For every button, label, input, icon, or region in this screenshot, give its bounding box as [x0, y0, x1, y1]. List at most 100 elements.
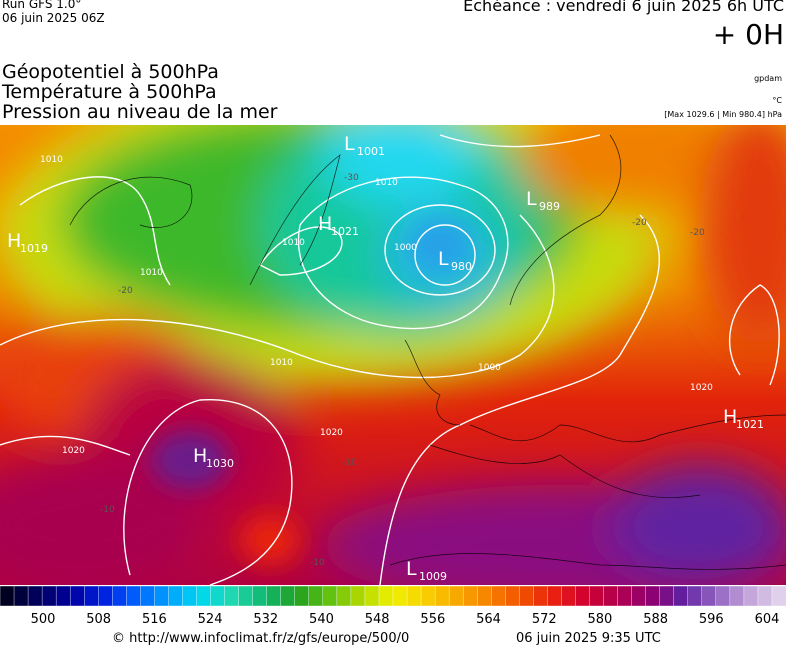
color-swatch: [406, 586, 422, 607]
color-swatch: [364, 586, 380, 607]
color-swatch: [420, 586, 436, 607]
color-swatch: [126, 586, 142, 607]
colorbar-tick-label: 572: [532, 612, 557, 627]
color-swatch: [280, 586, 296, 607]
color-swatch: [168, 586, 184, 607]
color-swatch: [631, 586, 647, 607]
color-swatch: [27, 586, 43, 607]
center-value: 1019: [20, 242, 48, 255]
color-swatch: [84, 586, 99, 607]
unit: °C: [772, 96, 782, 105]
center-value: 980: [451, 260, 472, 273]
color-swatch: [210, 586, 226, 607]
color-swatch: [55, 586, 71, 607]
color-swatch: [308, 586, 324, 607]
colorbar-tick-label: 524: [198, 612, 223, 627]
center-kind: H: [193, 445, 207, 467]
color-swatch: [0, 586, 15, 607]
color-swatch: [547, 586, 563, 607]
colorbar-tick-label: 580: [588, 612, 613, 627]
color-swatch: [673, 586, 689, 607]
color-swatch: [140, 586, 156, 607]
color-swatch: [659, 586, 675, 607]
temperature-label: -20: [118, 286, 133, 296]
color-swatch: [336, 586, 352, 607]
color-swatch: [13, 586, 29, 607]
color-swatch: [41, 586, 57, 607]
isobar-label: 1020: [690, 383, 713, 393]
isobar-label: 1010: [140, 268, 163, 278]
isobar-label: 1000: [394, 243, 417, 253]
color-swatch: [224, 586, 240, 607]
temperature-label: -10: [310, 558, 325, 568]
center-value: 1009: [419, 570, 447, 583]
color-swatch: [589, 586, 605, 607]
colorbar-tick-label: 516: [142, 612, 167, 627]
colorbar-tick-label: 588: [643, 612, 668, 627]
unit: [Max 1029.6 | Min 980.4] hPa: [664, 110, 782, 119]
color-swatch: [701, 586, 717, 607]
color-swatch: [378, 586, 394, 607]
center-kind: H: [7, 230, 21, 252]
center-kind: L: [406, 558, 417, 580]
isobar-label: 1010: [282, 238, 305, 248]
footer-time: 06 juin 2025 9:35 UTC: [516, 631, 661, 646]
color-swatch: [448, 586, 464, 607]
isobar-label: 1010: [40, 155, 63, 165]
color-swatch: [561, 586, 577, 607]
color-swatch: [729, 586, 745, 607]
center-value: 989: [539, 200, 560, 213]
temperature-label: -10: [342, 458, 357, 468]
title: Géopotentiel à 500hPa: [2, 61, 219, 83]
colorbar-tick-label: 596: [699, 612, 724, 627]
color-swatch: [743, 586, 759, 607]
color-swatch: [715, 586, 731, 607]
title: Pression au niveau de la mer: [2, 101, 278, 123]
color-swatch: [603, 586, 619, 607]
colorbar-tick-label: 532: [253, 612, 278, 627]
color-swatch: [575, 586, 591, 607]
echeance: Echéance : vendredi 6 juin 2025 6h UTC: [463, 0, 784, 15]
color-swatch: [477, 586, 492, 607]
temperature-label: -30: [344, 173, 359, 183]
isobar-label: 1010: [375, 178, 398, 188]
color-swatch: [392, 586, 408, 607]
center-kind: H: [318, 213, 332, 235]
colorbar-tick-label: 604: [755, 612, 780, 627]
isobar-label: 1010: [270, 358, 293, 368]
temperature-label: -20: [690, 228, 705, 238]
run: Run GFS 1.0°: [2, 0, 82, 11]
footer-url: © http://www.infoclimat.fr/z/gfs/europe/…: [112, 631, 410, 646]
color-swatch: [617, 586, 633, 607]
color-swatch: [491, 586, 506, 607]
color-swatch: [505, 586, 521, 607]
colorbar-tick-label: 500: [31, 612, 56, 627]
center-value: 1001: [357, 145, 385, 158]
title: Température à 500hPa: [2, 81, 217, 103]
color-swatch: [196, 586, 212, 607]
color-swatch: [533, 586, 549, 607]
color-swatch: [266, 586, 282, 607]
color-swatch: [98, 586, 113, 607]
color-swatch: [519, 586, 535, 607]
center-kind: L: [438, 248, 449, 270]
color-swatch: [112, 586, 128, 607]
color-swatch: [182, 586, 198, 607]
color-swatch: [434, 586, 450, 607]
isobar-label: 1020: [62, 446, 85, 456]
colorbar-tick-label: 508: [86, 612, 111, 627]
colorbar: 500 508 516 524 532 540 548 556 564 572 580 588 596 6…: [0, 586, 786, 627]
center-value: 1021: [331, 225, 359, 238]
color-swatch: [757, 586, 773, 607]
color-swatch: [69, 586, 85, 607]
color-swatch: [350, 586, 366, 607]
center-kind: L: [344, 133, 355, 155]
unit: gpdam: [754, 74, 782, 83]
isobar-label: 1000: [478, 363, 501, 373]
color-swatch: [771, 586, 786, 607]
color-swatch: [154, 586, 170, 607]
colorbar-tick-label: 556: [420, 612, 445, 627]
center-kind: L: [526, 188, 537, 210]
temperature-label: -20: [632, 218, 647, 228]
